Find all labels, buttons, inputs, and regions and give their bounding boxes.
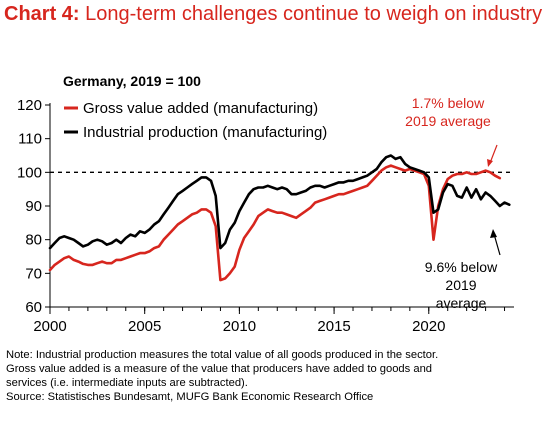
annotation-ip-text: 9.6% below: [425, 259, 498, 275]
chart-title-text: Long-term challenges continue to weigh o…: [85, 3, 543, 25]
x-tick-label: 2010: [223, 318, 256, 335]
x-tick-label: 2000: [33, 318, 66, 335]
legend-label: Industrial production (manufacturing): [83, 124, 327, 141]
note-line: Gross value added is a measure of the va…: [6, 363, 433, 375]
chart-subtitle: Germany, 2019 = 100: [63, 73, 201, 89]
x-tick-label: 2005: [128, 318, 161, 335]
axes: 60 70 80 90 100 110 120 2000 2005 2010 2015 2020: [17, 97, 514, 335]
annotation-ip-text: 2019: [445, 277, 476, 293]
annotation-gva-arrow: [489, 144, 498, 164]
note-line: services (i.e. intermediate inputs are s…: [6, 377, 248, 389]
y-tick-label: 80: [25, 232, 42, 249]
chart-title-prefix: Chart 4:: [4, 3, 80, 25]
y-tick-label: 90: [25, 198, 42, 215]
annotation-ip-arrow: [493, 233, 501, 256]
annotation-gva-text: 2019 average: [405, 113, 491, 129]
y-tick-label: 60: [25, 299, 42, 316]
y-tick-label: 70: [25, 265, 42, 282]
chart-title: Chart 4: Long-term challenges continue t…: [4, 2, 556, 26]
annotation-gva-arrowhead: [487, 159, 493, 167]
chart-notes: Note: Industrial production measures the…: [6, 348, 554, 404]
line-chart: Germany, 2019 = 100 60 70 80 90 100 110 120 200…: [17, 73, 514, 335]
legend: Gross value added (manufacturing) Industr…: [64, 100, 327, 141]
series-line-1: [48, 164, 502, 282]
y-tick-label: 110: [18, 131, 42, 148]
y-tick-label: 100: [17, 164, 42, 181]
note-line: Note: Industrial production measures the…: [6, 349, 439, 361]
y-tick-label: 120: [17, 97, 42, 114]
annotation-ip-arrowhead: [490, 229, 497, 238]
source-line: Source: Statistisches Bundesamt, MUFG Ba…: [6, 391, 374, 403]
series-line-2: [48, 154, 511, 250]
series-layer: [48, 154, 511, 282]
x-tick-label: 2015: [317, 318, 350, 335]
legend-label: Gross value added (manufacturing): [83, 100, 318, 117]
annotation-gva-text: 1.7% below: [412, 95, 485, 111]
annotations: 1.7% below 2019 average 9.6% below 2019 aver…: [405, 95, 501, 311]
x-tick-label: 2020: [412, 318, 445, 335]
annotation-ip-text: average: [436, 295, 487, 311]
